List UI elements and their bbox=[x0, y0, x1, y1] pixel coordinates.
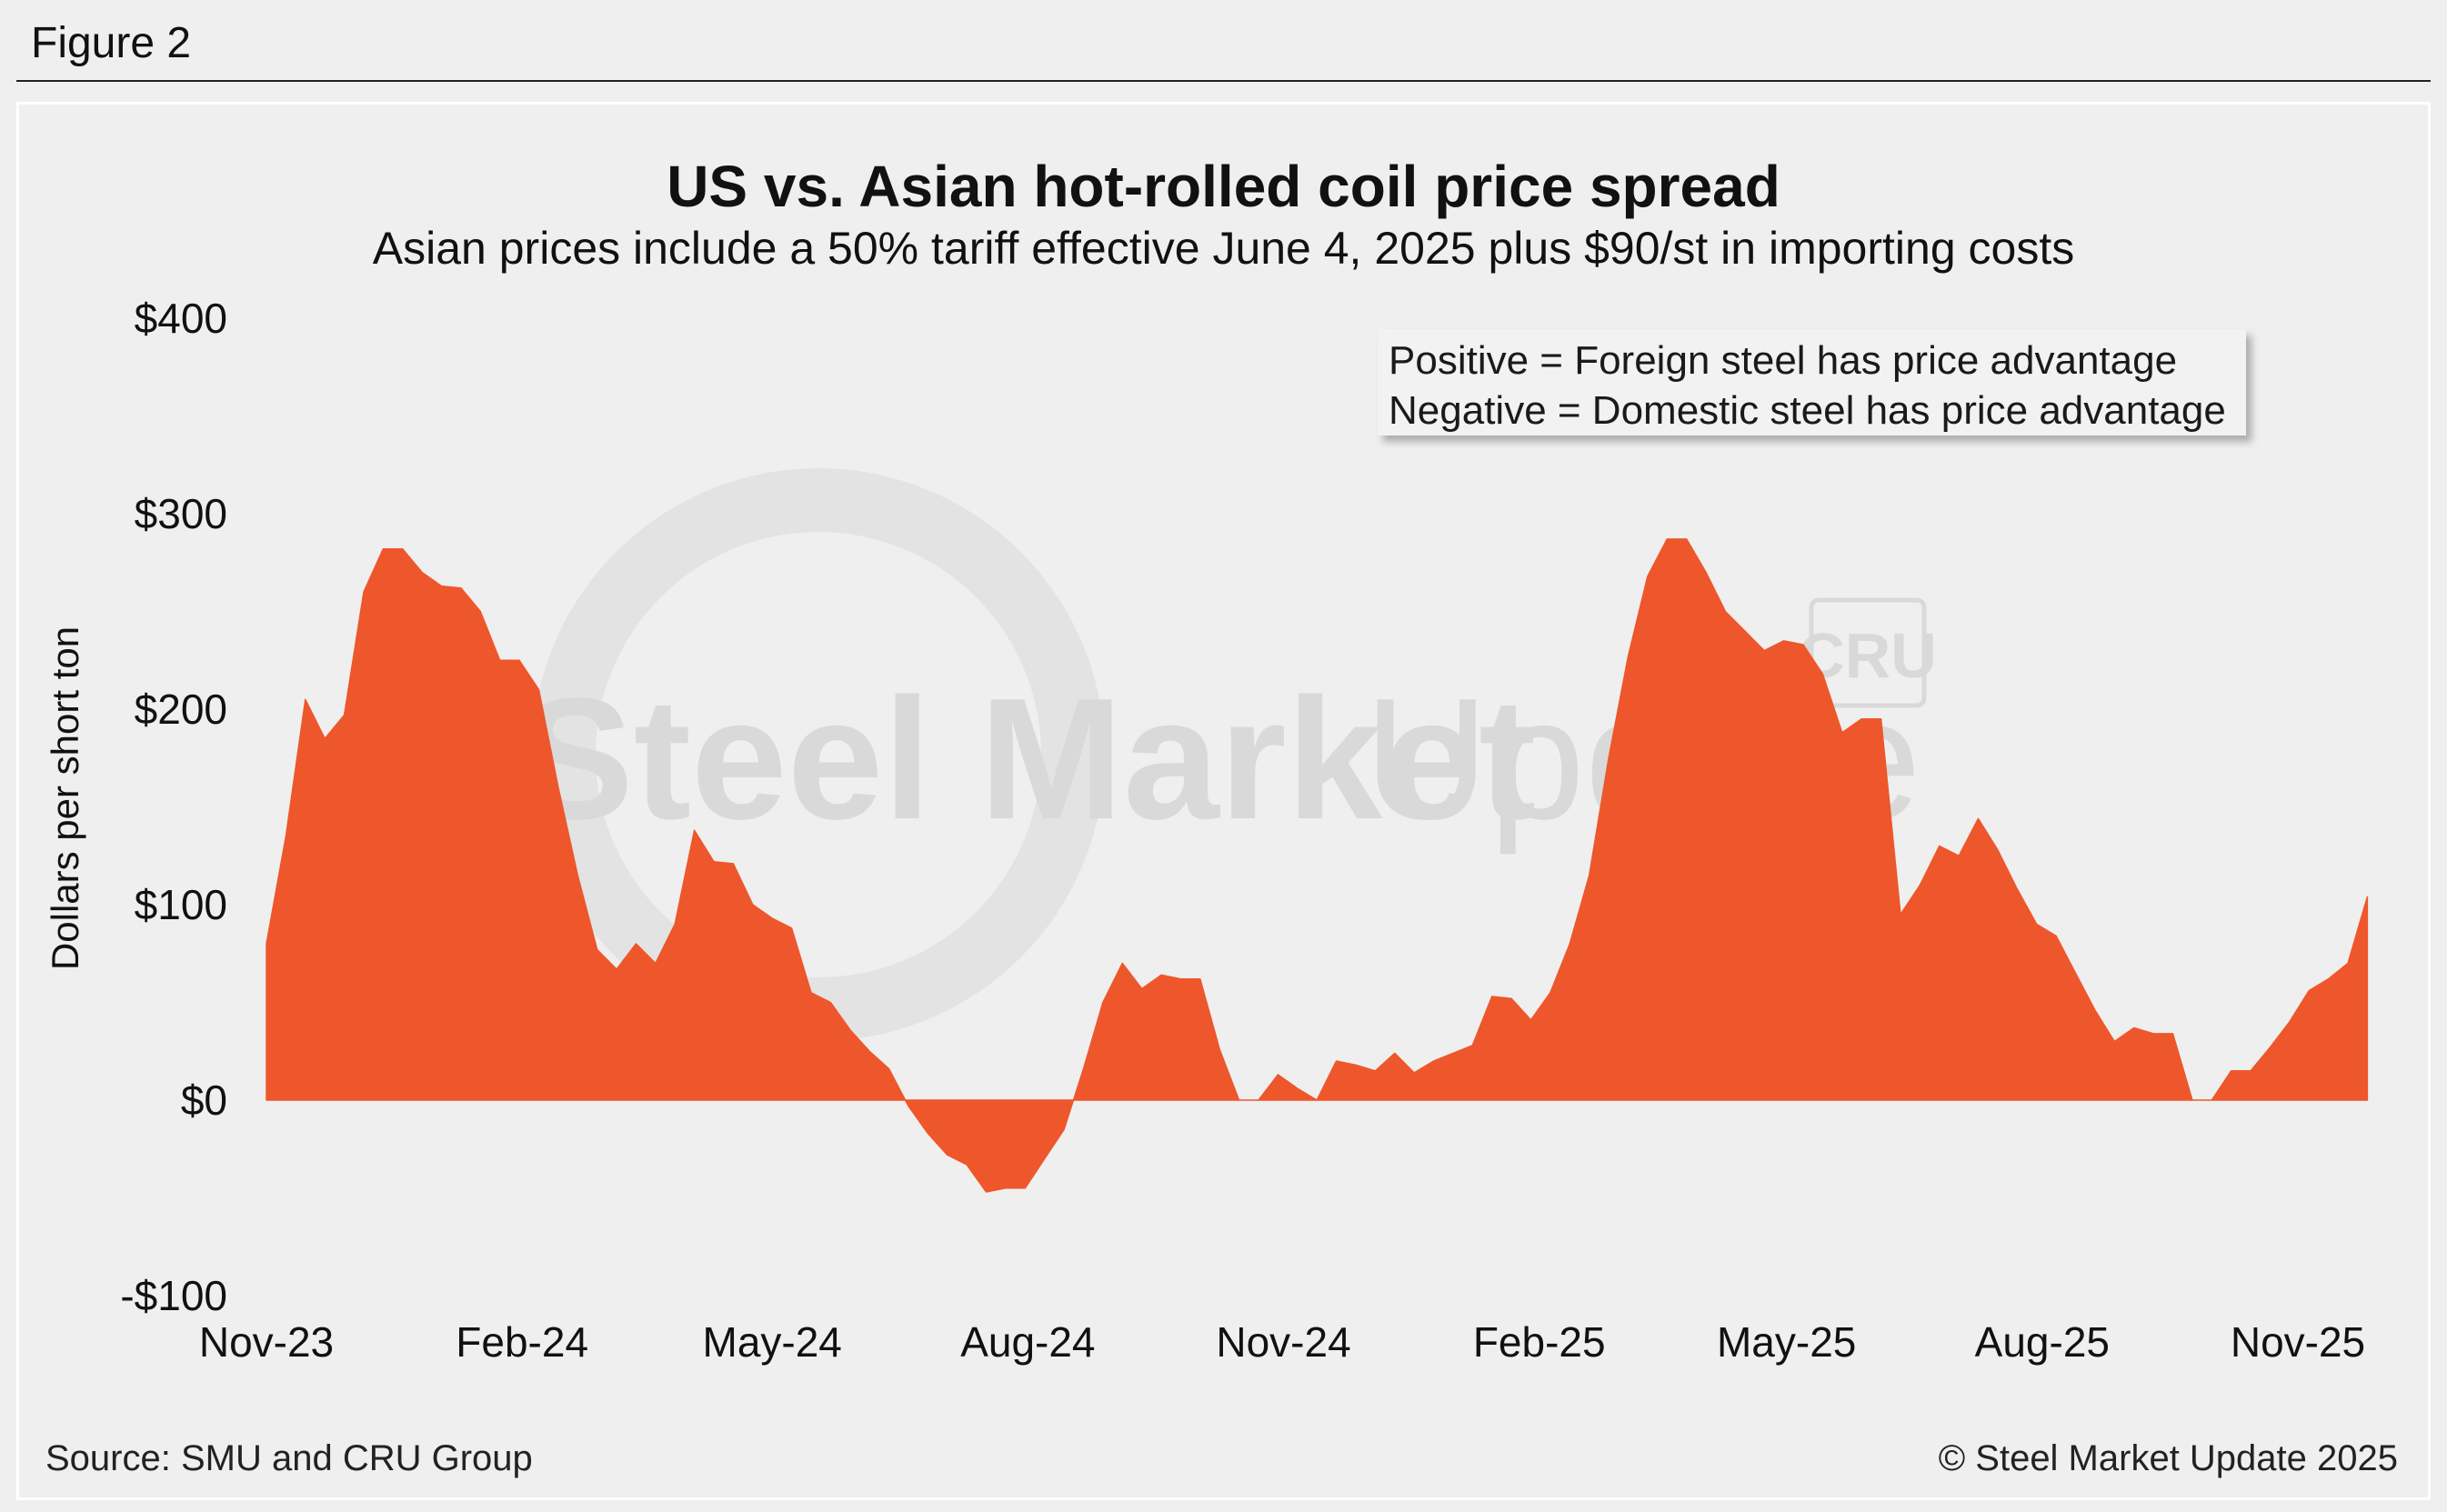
x-tick-label: Aug-24 bbox=[960, 1318, 1095, 1366]
y-tick-label: $300 bbox=[135, 490, 227, 537]
annotation-positive: Positive = Foreign steel has price advan… bbox=[1389, 338, 2178, 383]
annotation-box: Positive = Foreign steel has price advan… bbox=[1378, 329, 2246, 436]
y-tick-label: $200 bbox=[135, 686, 227, 733]
y-axis-label: Dollars per short ton bbox=[44, 626, 86, 970]
x-tick-label: Aug-25 bbox=[1975, 1318, 2110, 1366]
x-tick-label: May-24 bbox=[703, 1318, 842, 1366]
figure-divider bbox=[16, 80, 2431, 82]
y-tick-label: -$100 bbox=[120, 1272, 227, 1319]
source-note: Source: SMU and CRU Group bbox=[45, 1438, 533, 1478]
x-tick-label: Feb-24 bbox=[456, 1318, 588, 1366]
figure-label: Figure 2 bbox=[31, 19, 192, 67]
copyright-note: © Steel Market Update 2025 bbox=[1938, 1438, 2398, 1478]
x-tick-label: Feb-25 bbox=[1473, 1318, 1606, 1366]
chart-subtitle: Asian prices include a 50% tariff effect… bbox=[372, 223, 2075, 274]
y-tick-label: $0 bbox=[181, 1076, 227, 1124]
x-tick-label: May-25 bbox=[1717, 1318, 1856, 1366]
price-spread-area bbox=[266, 538, 2369, 1193]
x-tick-label: Nov-25 bbox=[2231, 1318, 2365, 1366]
plot-area bbox=[266, 538, 2369, 1193]
x-axis: Nov-23 Feb-24 May-24 Aug-24 Nov-24 Feb-25 May-… bbox=[199, 1318, 2365, 1366]
x-tick-label: Nov-23 bbox=[199, 1318, 334, 1366]
watermark-cru-box bbox=[1809, 597, 1927, 708]
y-tick-label: $100 bbox=[135, 881, 227, 928]
y-tick-label: $400 bbox=[135, 295, 227, 342]
watermark-brand-bold: Steel Market bbox=[518, 663, 1536, 856]
y-axis: $400 $300 $200 $100 $0 -$100 bbox=[120, 295, 227, 1319]
chart-title: US vs. Asian hot-rolled coil price sprea… bbox=[667, 154, 1780, 219]
x-tick-label: Nov-24 bbox=[1216, 1318, 1350, 1366]
annotation-negative: Negative = Domestic steel has price adva… bbox=[1389, 388, 2226, 433]
